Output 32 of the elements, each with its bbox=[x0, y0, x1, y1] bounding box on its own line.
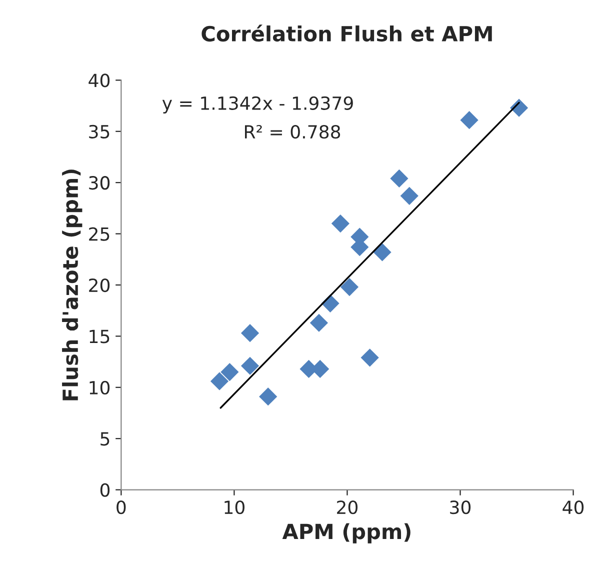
y-tick-label: 20 bbox=[89, 278, 110, 292]
annotation: y = 1.1342x - 1.9379 bbox=[162, 96, 353, 114]
point bbox=[460, 111, 478, 130]
annotation: R² = 0.788 bbox=[245, 125, 340, 139]
x-tick-label: 0 bbox=[116, 500, 126, 514]
y-tick-label: 25 bbox=[89, 227, 110, 241]
point bbox=[210, 372, 229, 390]
y-tick-label: 40 bbox=[88, 74, 110, 88]
point bbox=[331, 214, 350, 233]
y-tick-label: 10 bbox=[90, 380, 110, 394]
point bbox=[400, 186, 418, 205]
chart-title: Corrélation Flush et APM bbox=[202, 24, 492, 42]
point bbox=[390, 169, 408, 188]
point bbox=[360, 348, 379, 367]
y-tick-label: 0 bbox=[100, 483, 110, 497]
x-tick-label: 10 bbox=[224, 500, 244, 514]
x-tick-label: 40 bbox=[562, 500, 584, 514]
point bbox=[240, 356, 260, 375]
point bbox=[310, 314, 328, 332]
x-tick-label: 20 bbox=[337, 500, 358, 514]
point bbox=[240, 324, 260, 342]
y-tick-label: 5 bbox=[100, 432, 110, 446]
point bbox=[373, 243, 392, 262]
y-tick-label: 35 bbox=[89, 124, 110, 138]
x-tick-label: 30 bbox=[450, 500, 471, 514]
point bbox=[220, 362, 239, 382]
y-tick-label: 15 bbox=[90, 330, 110, 344]
point bbox=[340, 278, 359, 296]
y-tick-label: 30 bbox=[89, 176, 110, 190]
y-axis-title: Flush d'azote (ppm) bbox=[62, 170, 82, 400]
x-axis-title: APM (ppm) bbox=[282, 523, 410, 544]
point bbox=[259, 388, 278, 406]
